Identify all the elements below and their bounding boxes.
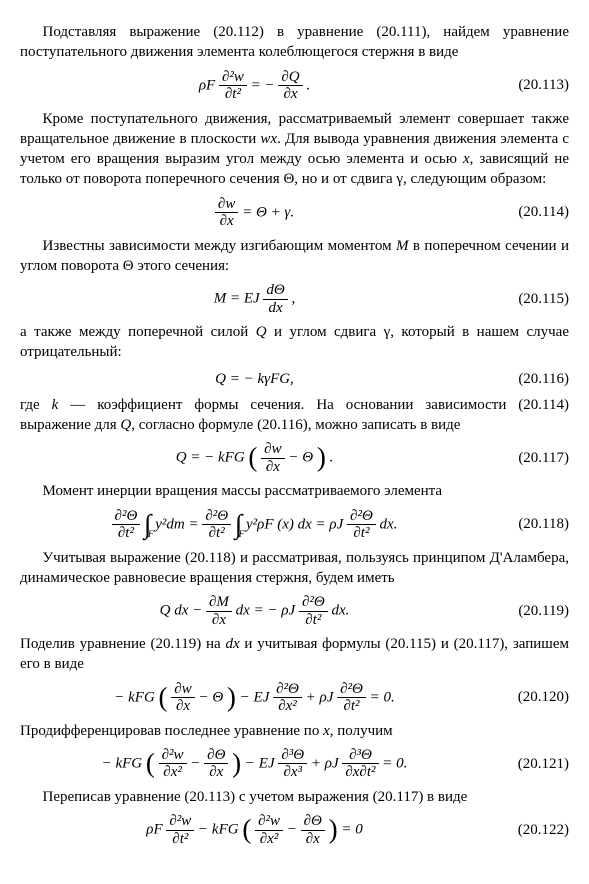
eq-number: (20.120)	[489, 687, 569, 707]
equation-20-121: − kFG ( ∂²w∂x² − ∂Θ∂x ) − EJ ∂³Θ∂x³ + ρJ…	[20, 747, 569, 781]
eq-number: (20.121)	[489, 754, 569, 774]
equation-20-122: ρF ∂²w∂t² − kFG ( ∂²w∂x² − ∂Θ∂x ) = 0 (2…	[20, 813, 569, 847]
equation-20-116: Q = − kγFG, (20.116)	[20, 369, 569, 389]
eq-number: (20.119)	[489, 601, 569, 621]
eq-number: (20.122)	[489, 820, 569, 840]
equation-20-113: ρF ∂²w∂t² = − ∂Q∂x . (20.113)	[20, 69, 569, 103]
eq-number: (20.117)	[489, 448, 569, 468]
eq-number: (20.116)	[489, 369, 569, 389]
equation-20-117: Q = − kFG ( ∂w∂x − Θ ) . (20.117)	[20, 441, 569, 475]
equation-20-114: ∂w∂x = Θ + γ. (20.114)	[20, 196, 569, 230]
equation-20-120: − kFG ( ∂w∂x − Θ ) − EJ ∂²Θ∂x² + ρJ ∂²Θ∂…	[20, 681, 569, 715]
eq-number: (20.115)	[489, 289, 569, 309]
paragraph-1: Подставляя выражение (20.112) в уравнени…	[20, 22, 569, 63]
eq-number: (20.113)	[489, 75, 569, 95]
paragraph-6: Момент инерции вращения массы рассматрив…	[20, 481, 569, 501]
eq-number: (20.114)	[489, 202, 569, 222]
paragraph-10: Переписав уравнение (20.113) с учетом вы…	[20, 787, 569, 807]
equation-20-119: Q dx − ∂M∂x dx = − ρJ ∂²Θ∂t² dx. (20.119…	[20, 594, 569, 628]
equation-20-115: M = EJ dΘdx , (20.115)	[20, 282, 569, 316]
paragraph-8: Поделив уравнение (20.119) на dx и учиты…	[20, 634, 569, 675]
paragraph-4: а также между поперечной силой Q и углом…	[20, 322, 569, 363]
paragraph-2: Кроме поступательного движения, рассматр…	[20, 109, 569, 190]
equation-20-118: ∂²Θ∂t² ∫F y²dm = ∂²Θ∂t² ∫F y²ρF (x) dx =…	[20, 508, 569, 542]
paragraph-9: Продифференцировав последнее уравнение п…	[20, 721, 569, 741]
paragraph-7: Учитывая выражение (20.118) и рассматрив…	[20, 548, 569, 589]
eq-number: (20.118)	[489, 514, 569, 534]
paragraph-5: где k — коэффициент формы сечения. На ос…	[20, 395, 569, 436]
paragraph-3: Известны зависимости между изгибающим мо…	[20, 236, 569, 277]
